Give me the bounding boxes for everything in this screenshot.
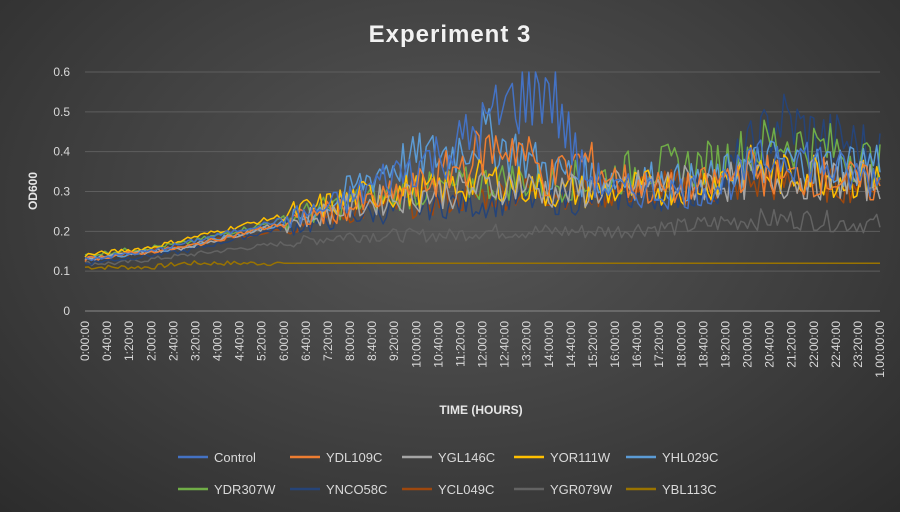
legend-label: YDR307W [214,482,276,497]
x-tick-label: 1:20:00 [122,321,136,361]
x-tick-label: 2:40:00 [166,321,180,361]
x-tick-label: 8:00:00 [343,321,357,361]
x-tick-label: 13:20:00 [520,321,534,368]
x-tick-label: 21:20:00 [785,321,799,368]
x-tick-label: 10:00:00 [409,321,423,368]
legend-label: YOR111W [550,450,611,465]
x-tick-label: 22:40:00 [829,321,843,368]
legend: Control YDL109C YGL146C YOR111W YHL029C YDR30… [178,450,718,497]
legend-label: YGL146C [438,450,495,465]
x-tick-label: 11:20:00 [453,321,467,367]
x-tick-label: 14:40:00 [564,321,578,368]
x-tick-label: 4:00:00 [211,321,225,361]
series-line-ygr079w [84,208,881,267]
x-axis-ticks: 0:00:00 0:40:00 1:20:00 2:00:00 2:40:00 3:20:… [78,321,887,378]
x-tick-label: 20:40:00 [763,321,777,368]
x-tick-label: 14:00:00 [542,321,556,368]
y-tick-label: 0 [63,304,70,318]
y-tick-label: 0.5 [53,105,70,119]
legend-label: YCL049C [438,482,494,497]
x-tick-label: 0:00:00 [78,321,92,361]
series-lines [84,71,881,270]
x-tick-label: 7:20:00 [321,321,335,361]
x-tick-label: 0:40:00 [100,321,114,361]
x-axis-label: TIME (HOURS) [439,403,522,417]
x-tick-label: 16:40:00 [630,321,644,368]
chart-title: Experiment 3 [369,21,532,48]
x-tick-label: 17:20:00 [652,321,666,368]
y-tick-label: 0.4 [53,145,70,159]
x-tick-label: 1.00:00:00 [873,321,887,378]
x-tick-label: 2:00:00 [144,321,158,361]
legend-label: YDL109C [326,450,382,465]
x-tick-label: 5:20:00 [255,321,269,361]
x-tick-label: 4:40:00 [233,321,247,361]
x-tick-label: 8:40:00 [365,321,379,361]
x-tick-label: 18:40:00 [696,321,710,368]
series-line-ycl049c [84,163,881,262]
x-tick-label: 9:20:00 [387,321,401,361]
x-tick-label: 12:00:00 [476,321,490,368]
series-line-control [84,71,881,262]
y-tick-label: 0.6 [53,65,70,79]
x-tick-label: 20:00:00 [741,321,755,368]
x-tick-label: 6:00:00 [277,321,291,361]
x-tick-label: 15:20:00 [586,321,600,368]
y-tick-label: 0.3 [53,185,70,199]
x-tick-label: 10:40:00 [431,321,445,368]
x-tick-label: 19:20:00 [718,321,732,368]
x-tick-label: 23:20:00 [851,321,865,368]
legend-label: Control [214,450,256,465]
legend-label: YGR079W [550,482,613,497]
x-tick-label: 18:00:00 [674,321,688,368]
x-tick-label: 22:00:00 [807,321,821,368]
legend-label: YBL113C [662,482,717,497]
x-tick-label: 16:00:00 [608,321,622,368]
series-line-ybl113c [84,260,880,270]
x-tick-label: 3:20:00 [188,321,202,361]
y-tick-label: 0.2 [53,224,70,238]
legend-label: YHL029C [662,450,718,465]
x-tick-label: 6:40:00 [299,321,313,361]
y-axis-label: OD600 [26,172,40,210]
x-tick-label: 12:40:00 [498,321,512,368]
legend-label: YNCO58C [326,482,387,497]
y-tick-label: 0.1 [53,264,70,278]
y-axis-ticks: 0 0.1 0.2 0.3 0.4 0.5 0.6 [53,65,70,318]
